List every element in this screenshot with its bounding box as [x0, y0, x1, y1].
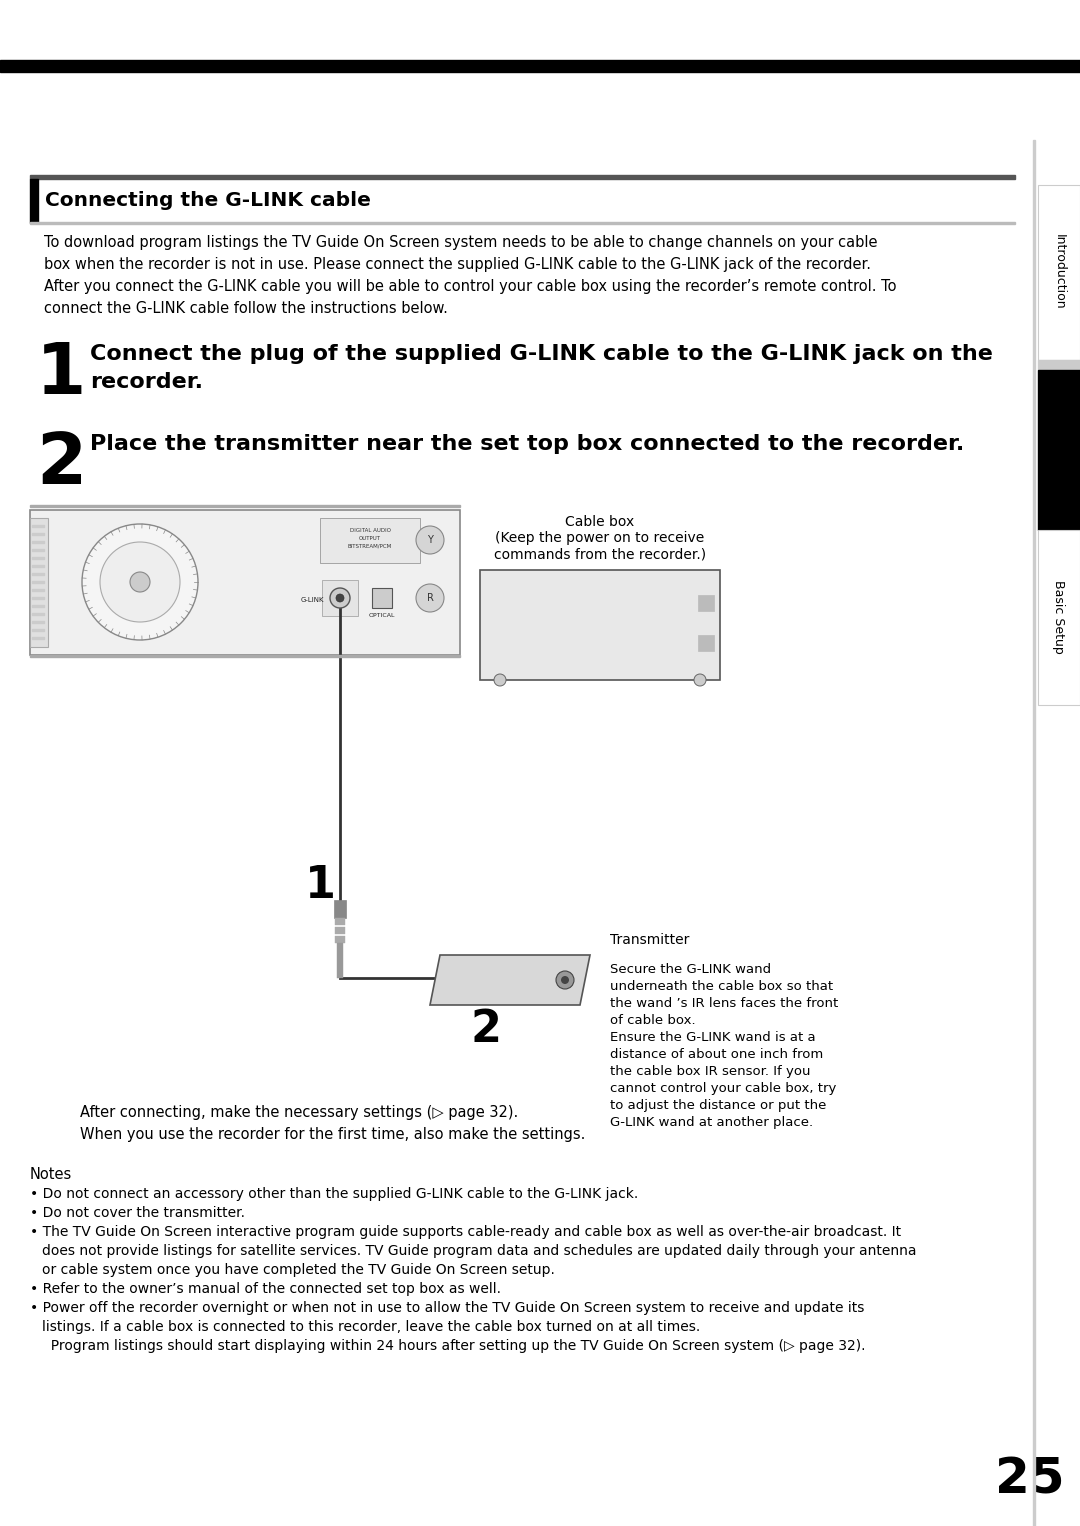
Bar: [335, 919, 345, 925]
Text: listings. If a cable box is connected to this recorder, leave the cable box turn: listings. If a cable box is connected to…: [42, 1320, 700, 1334]
Circle shape: [416, 526, 444, 554]
Text: OUTPUT: OUTPUT: [359, 536, 381, 540]
Circle shape: [330, 588, 350, 607]
Text: 2: 2: [36, 430, 86, 499]
Text: • Refer to the owner’s manual of the connected set top box as well.: • Refer to the owner’s manual of the con…: [30, 1282, 501, 1296]
Bar: [1032, 140, 1035, 1526]
Text: Y: Y: [427, 536, 433, 545]
Bar: [32, 636, 44, 639]
Text: recorder.: recorder.: [90, 372, 203, 392]
Bar: [32, 613, 44, 615]
Bar: [30, 510, 460, 655]
Bar: [1038, 369, 1080, 530]
Bar: [32, 621, 44, 623]
Bar: [32, 533, 44, 536]
Text: (Keep the power on to receive: (Keep the power on to receive: [496, 531, 704, 545]
Text: • The TV Guide On Screen interactive program guide supports cable-ready and cabl: • The TV Guide On Screen interactive pro…: [30, 1225, 901, 1239]
Bar: [335, 935, 345, 943]
Text: 1: 1: [36, 340, 86, 409]
Bar: [32, 629, 44, 630]
Bar: [32, 572, 44, 575]
Bar: [32, 597, 44, 600]
Bar: [334, 900, 346, 919]
Bar: [32, 581, 44, 583]
Bar: [32, 565, 44, 568]
Text: Place the transmitter near the set top box connected to the recorder.: Place the transmitter near the set top b…: [90, 433, 964, 455]
Circle shape: [561, 977, 569, 984]
Text: does not provide listings for satellite services. TV Guide program data and sche: does not provide listings for satellite …: [42, 1244, 917, 1257]
Bar: [32, 549, 44, 551]
Text: Secure the G-LINK wand: Secure the G-LINK wand: [610, 963, 771, 977]
Text: 25: 25: [995, 1456, 1065, 1505]
Circle shape: [100, 542, 180, 623]
Text: Program listings should start displaying within 24 hours after setting up the TV: Program listings should start displaying…: [42, 1338, 865, 1354]
Text: OPTICAL: OPTICAL: [368, 613, 395, 618]
Text: BITSTREAM/PCM: BITSTREAM/PCM: [348, 543, 392, 548]
Text: Connecting the G-LINK cable: Connecting the G-LINK cable: [45, 191, 370, 209]
Bar: [32, 589, 44, 591]
Bar: [335, 926, 345, 934]
Circle shape: [494, 674, 507, 687]
Bar: [372, 588, 392, 607]
Text: distance of about one inch from: distance of about one inch from: [610, 1048, 823, 1061]
Circle shape: [82, 523, 198, 639]
Text: to adjust the distance or put the: to adjust the distance or put the: [610, 1099, 826, 1112]
Text: the wand ’s IR lens faces the front: the wand ’s IR lens faces the front: [610, 996, 838, 1010]
Text: Introduction: Introduction: [1053, 233, 1066, 310]
Text: R: R: [427, 594, 433, 603]
Text: After connecting, make the necessary settings (▷ page 32).: After connecting, make the necessary set…: [80, 1105, 518, 1120]
Text: • Do not connect an accessory other than the supplied G-LINK cable to the G-LINK: • Do not connect an accessory other than…: [30, 1187, 638, 1201]
Bar: [1038, 360, 1080, 369]
Bar: [32, 557, 44, 559]
Bar: [480, 571, 720, 681]
Text: 1: 1: [305, 864, 336, 906]
Bar: [1038, 185, 1080, 360]
Bar: [698, 595, 714, 610]
Text: G-LINK: G-LINK: [300, 597, 324, 603]
Bar: [32, 542, 44, 543]
Bar: [1038, 530, 1080, 705]
Circle shape: [416, 584, 444, 612]
Bar: [337, 943, 343, 978]
Text: box when the recorder is not in use. Please connect the supplied G-LINK cable to: box when the recorder is not in use. Ple…: [44, 256, 870, 272]
Text: the cable box IR sensor. If you: the cable box IR sensor. If you: [610, 1065, 810, 1077]
Text: Transmitter: Transmitter: [610, 932, 689, 948]
Text: When you use the recorder for the first time, also make the settings.: When you use the recorder for the first …: [80, 1128, 585, 1141]
Text: • Do not cover the transmitter.: • Do not cover the transmitter.: [30, 1206, 245, 1219]
Text: or cable system once you have completed the TV Guide On Screen setup.: or cable system once you have completed …: [42, 1264, 555, 1277]
Text: G-LINK wand at another place.: G-LINK wand at another place.: [610, 1116, 813, 1129]
Text: Connect the plug of the supplied G-LINK cable to the G-LINK jack on the: Connect the plug of the supplied G-LINK …: [90, 343, 993, 365]
Bar: [320, 517, 420, 563]
Text: Ensure the G-LINK wand is at a: Ensure the G-LINK wand is at a: [610, 1032, 815, 1044]
Bar: [0, 60, 1080, 72]
Text: DIGITAL AUDIO: DIGITAL AUDIO: [350, 528, 391, 533]
Text: To download program listings the TV Guide On Screen system needs to be able to c: To download program listings the TV Guid…: [44, 235, 877, 250]
Text: Cable box: Cable box: [565, 514, 635, 530]
Text: 2: 2: [470, 1009, 501, 1051]
Circle shape: [556, 971, 573, 989]
Text: • Power off the recorder overnight or when not in use to allow the TV Guide On S: • Power off the recorder overnight or wh…: [30, 1302, 864, 1315]
Text: underneath the cable box so that: underneath the cable box so that: [610, 980, 833, 993]
Text: connect the G-LINK cable follow the instructions below.: connect the G-LINK cable follow the inst…: [44, 301, 448, 316]
Bar: [30, 179, 38, 223]
Bar: [698, 635, 714, 652]
Circle shape: [694, 674, 706, 687]
Bar: [30, 175, 1015, 179]
Bar: [32, 604, 44, 607]
Text: commands from the recorder.): commands from the recorder.): [494, 546, 706, 562]
Circle shape: [336, 594, 345, 601]
Text: Notes: Notes: [30, 1167, 72, 1183]
Polygon shape: [430, 955, 590, 1006]
Bar: [322, 580, 357, 617]
Bar: [32, 525, 44, 526]
Text: of cable box.: of cable box.: [610, 1013, 696, 1027]
Bar: [30, 517, 48, 647]
Text: Basic Setup: Basic Setup: [1053, 580, 1066, 653]
Circle shape: [130, 572, 150, 592]
Text: After you connect the G-LINK cable you will be able to control your cable box us: After you connect the G-LINK cable you w…: [44, 279, 896, 295]
Text: cannot control your cable box, try: cannot control your cable box, try: [610, 1082, 836, 1096]
